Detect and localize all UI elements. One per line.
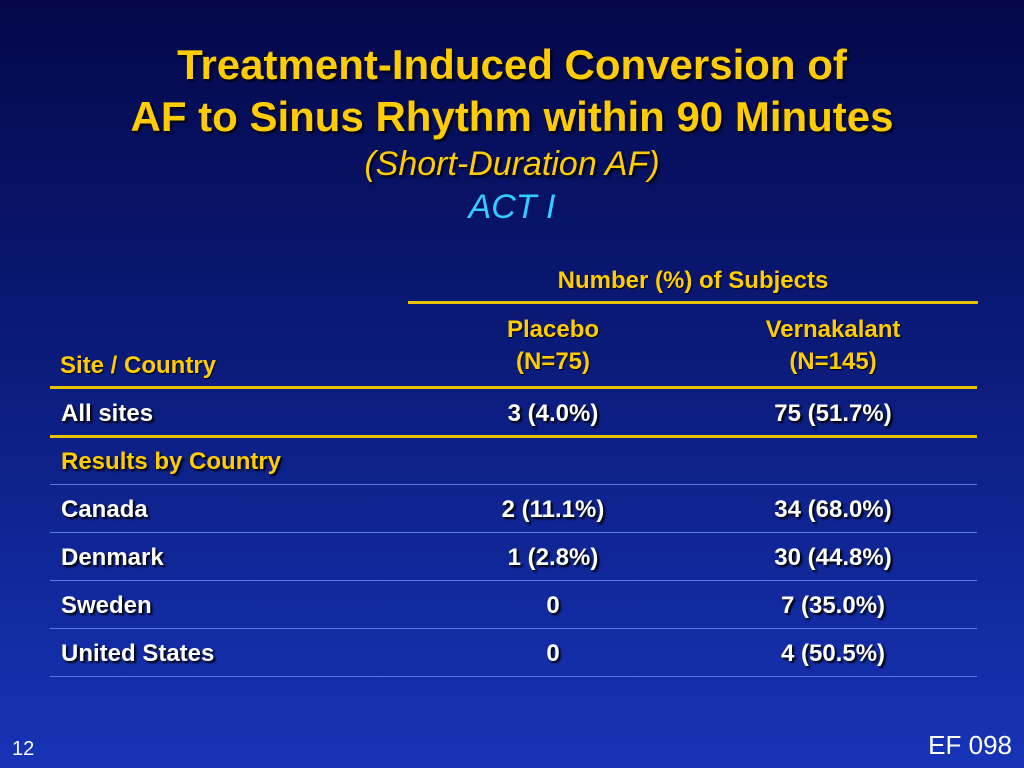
page-number: 12: [12, 738, 35, 760]
column-header-site: Site / Country: [60, 352, 217, 379]
row-vernakalant-value: 7 (35.0%): [780, 592, 886, 619]
table-bottom-divider: [50, 676, 977, 677]
row-placebo-value: 2 (11.1%): [501, 496, 605, 523]
row-site: Sweden: [61, 592, 152, 619]
slide-code: EF 098: [928, 730, 1012, 760]
row-divider: [50, 580, 977, 581]
row-vernakalant-value: 34 (68.0%): [774, 496, 892, 523]
group-header-rule: [408, 301, 978, 304]
row-vernakalant-value: 4 (50.5%): [780, 640, 886, 667]
table-row: Canada 2 (11.1%) 34 (68.0%): [50, 486, 977, 533]
slide-title-line-1: Treatment-Induced Conversion of: [177, 41, 847, 88]
header-bottom-rule: [50, 386, 977, 389]
study-name: ACT I: [468, 188, 556, 226]
slide-subtitle: (Short-Duration AF): [364, 145, 660, 183]
row-site: United States: [61, 640, 215, 667]
row-placebo-value: 1 (2.8%): [507, 544, 599, 571]
all-sites-bottom-rule: [50, 435, 977, 438]
row-placebo-value: 0: [546, 592, 560, 619]
row-placebo-value: 3 (4.0%): [507, 400, 599, 427]
row-divider: [50, 532, 977, 533]
row-site: All sites: [61, 400, 154, 427]
column-header-placebo-n: (N=75): [515, 348, 591, 375]
row-divider: [50, 628, 977, 629]
slide-title-line-2: AF to Sinus Rhythm within 90 Minutes: [130, 93, 894, 140]
column-header-vernakalant-name: Vernakalant: [765, 316, 901, 343]
row-vernakalant-value: 30 (44.8%): [774, 544, 892, 571]
row-vernakalant-value: 75 (51.7%): [774, 400, 892, 427]
row-site: Canada: [61, 496, 148, 523]
table-row: All sites 3 (4.0%) 75 (51.7%): [50, 390, 977, 437]
section-label-by-country: Results by Country: [61, 448, 282, 475]
column-header-placebo-name: Placebo: [506, 316, 600, 343]
column-header-placebo: Placebo (N=75): [408, 314, 698, 378]
table-group-header: Number (%) of Subjects: [557, 267, 829, 294]
table-row: Denmark 1 (2.8%) 30 (44.8%): [50, 534, 977, 581]
column-header-vernakalant: Vernakalant (N=145): [688, 314, 978, 378]
row-placebo-value: 0: [546, 640, 560, 667]
column-header-vernakalant-n: (N=145): [789, 348, 877, 375]
row-divider: [50, 484, 977, 485]
section-row: Results by Country: [50, 438, 977, 485]
table-row: United States 0 4 (50.5%): [50, 630, 977, 677]
row-site: Denmark: [61, 544, 164, 571]
table-row: Sweden 0 7 (35.0%): [50, 582, 977, 629]
